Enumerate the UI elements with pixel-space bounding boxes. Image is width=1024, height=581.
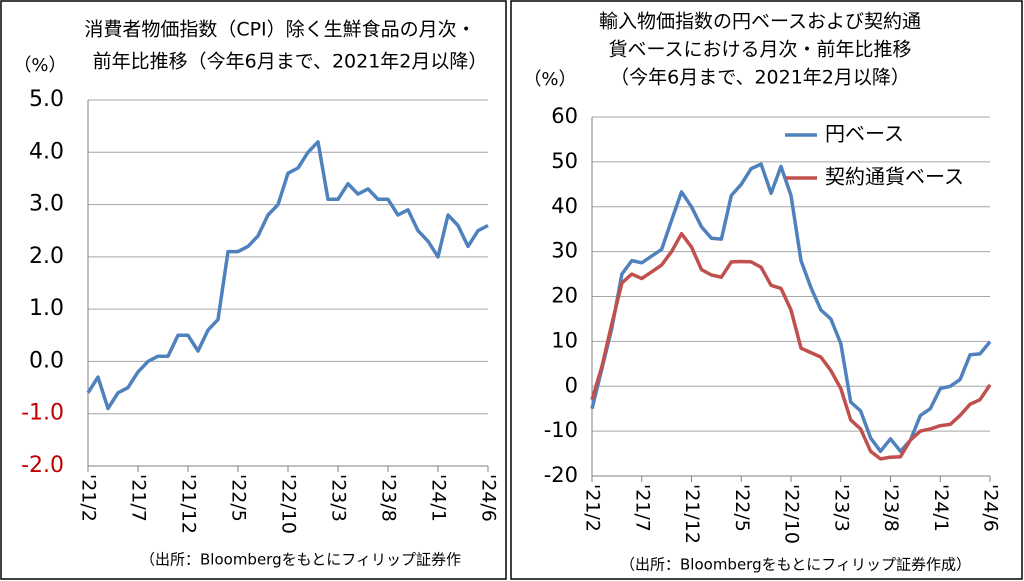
x-tick-label: '21/2: [582, 484, 604, 532]
legend-label: 円ベース: [825, 122, 904, 146]
series-line: [86, 140, 489, 411]
x-tick-label: '21/2: [78, 474, 100, 522]
y-tick-label: 1.0: [29, 296, 64, 321]
source-note: （出所：Bloombergをもとにフィリップ証券作成）: [620, 556, 971, 574]
y-unit: （%）: [523, 69, 576, 90]
x-tick-label: '22/10: [278, 474, 300, 534]
x-tick-label: '21/7: [631, 484, 653, 532]
chart-title: （今年6月まで、2021年2月以降）: [610, 67, 910, 89]
y-tick-label: -1.0: [21, 401, 64, 426]
chart-title: 消費者物価指数（CPI）除く生鮮食品の月次・: [84, 19, 475, 41]
x-tick-label: '23/8: [880, 484, 902, 532]
x-tick-label: '24/6: [980, 484, 1002, 532]
x-tick-label: '23/3: [328, 474, 350, 522]
y-tick-label: 3.0: [29, 192, 64, 217]
y-tick-label: 0.0: [29, 348, 64, 373]
panel-border: [0, 0, 507, 580]
x-tick-label: '24/6: [478, 474, 500, 522]
y-tick-label: 30: [551, 239, 578, 263]
y-tick-label: 0: [565, 373, 578, 397]
y-unit: （%）: [13, 55, 66, 76]
y-tick-label: -10: [544, 418, 578, 442]
x-tick-label: '21/12: [681, 484, 703, 544]
x-tick-label: '21/7: [128, 474, 150, 522]
y-tick-label: -2.0: [21, 453, 64, 478]
y-tick-label: -20: [544, 463, 578, 487]
x-tick-label: '22/5: [228, 474, 250, 522]
series-line: [590, 231, 992, 461]
y-tick-label: 10: [551, 328, 578, 352]
chart-title: 貨ベースにおける月次・前年比推移: [608, 39, 911, 61]
series-line: [590, 162, 992, 454]
legend-label: 契約通貨ベース: [825, 165, 964, 189]
chart-title: 前年比推移（今年6月まで、2021年2月以降）: [93, 51, 488, 73]
y-tick-label: 2.0: [29, 244, 64, 269]
x-tick-label: '23/8: [378, 474, 400, 522]
y-tick-label: 20: [551, 284, 578, 308]
x-tick-label: '24/1: [930, 484, 952, 532]
x-tick-label: '23/3: [830, 484, 852, 532]
y-tick-label: 4.0: [29, 139, 64, 164]
panel-border: [510, 0, 1023, 580]
y-tick-label: 40: [551, 194, 578, 218]
y-tick-label: 5.0: [29, 87, 64, 112]
chart-title: 輸入物価指数の円ベースおよび契約通: [599, 11, 921, 33]
source-note: （出所：Bloombergをもとにフィリップ証券作: [140, 551, 461, 569]
x-tick-label: '22/10: [781, 484, 803, 544]
y-tick-label: 60: [551, 104, 578, 128]
y-tick-label: 50: [551, 149, 578, 173]
x-tick-label: '22/5: [731, 484, 753, 532]
x-tick-label: '21/12: [178, 474, 200, 534]
x-tick-label: '24/1: [428, 474, 450, 522]
